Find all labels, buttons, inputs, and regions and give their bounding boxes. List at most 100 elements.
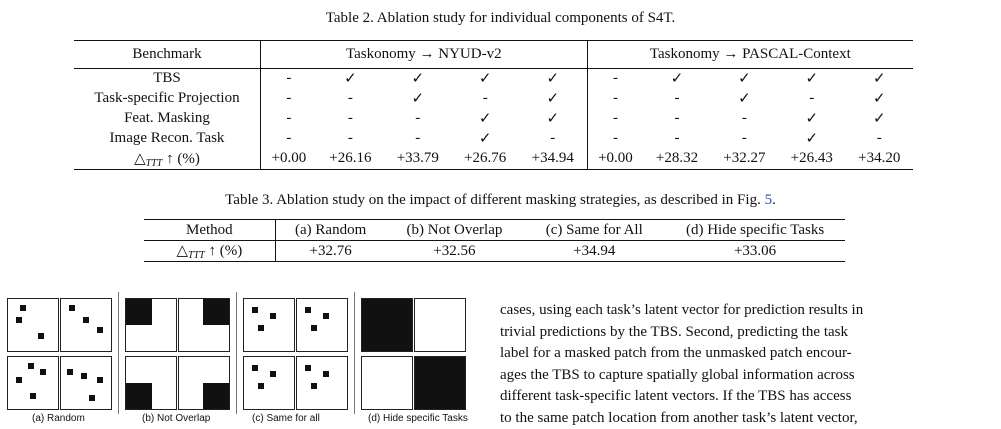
mask-cell [296, 356, 348, 410]
table2-cell: ✓ [478, 71, 492, 88]
table2-cell: ✓ [872, 91, 886, 107]
mask-cell [414, 298, 466, 352]
header-not-overlap: (b) Not Overlap [385, 219, 524, 241]
benchmark-header: Benchmark [74, 40, 261, 69]
table2-cell: - [674, 110, 680, 126]
table2-cell: - [347, 90, 353, 106]
delta-symbol: △ [134, 150, 146, 167]
table2-cell: - [286, 110, 292, 126]
table2-cell: ✓ [805, 71, 819, 88]
table2-metric-row: △TTT ↑ (%) +0.00 +26.16 +33.79 +26.76 +34.94 +… [74, 148, 913, 170]
table2-cell: - [612, 70, 618, 87]
table2-cell: ✓ [670, 71, 684, 88]
table3: Method (a) Random (b) Not Overlap (c) Sa… [144, 219, 845, 262]
table2-cell: ✓ [478, 131, 492, 147]
group1-header: Taskonomy → NYUD-v2 [260, 40, 588, 69]
mask-cell [414, 356, 466, 410]
body-line: different task-specific latent vectors. … [500, 388, 852, 404]
table2-cell: ✓ [518, 88, 588, 109]
table2-cell: - [286, 130, 292, 146]
mask-cell [361, 356, 413, 410]
figure-ref-link[interactable]: 5 [764, 192, 773, 208]
mask-cell [125, 356, 177, 410]
mask-cell [7, 298, 59, 352]
table2-cell: ✓ [478, 111, 492, 127]
table2-cell: - [612, 130, 618, 146]
figure5: (a) Random (b) Not Overlap (c) Same for … [0, 292, 482, 429]
metric-suffix: ↑ (%) [204, 243, 243, 259]
table2-cell: ✓ [518, 108, 588, 129]
table2-cell: ✓ [411, 91, 425, 107]
metric-cell: +0.00 [587, 148, 644, 170]
header-hide-specific: (d) Hide specific Tasks [665, 219, 845, 241]
table2-cell: - [741, 130, 747, 146]
table2-cell: - [612, 110, 618, 126]
table3-caption-end: . [772, 192, 776, 208]
table2-cell: ✓ [738, 71, 751, 88]
row-label: Image Recon. Task [74, 128, 261, 149]
table2-cell: ✓ [738, 91, 751, 107]
table2-row: Task-specific Projection - - ✓ - ✓ - - ✓ - ✓ [74, 88, 913, 109]
metric-suffix: ↑ (%) [162, 150, 200, 167]
table2-cell: - [415, 110, 421, 126]
body-line: cases, using each task’s latent vector f… [500, 302, 864, 318]
label-same-for-all: (c) Same for all [252, 413, 320, 424]
table2-cell: - [674, 90, 680, 106]
metric-cell: +26.43 [778, 148, 846, 170]
table2-cell: - [286, 70, 292, 87]
body-line: label for a masked patch from the unmask… [500, 345, 852, 361]
table3-caption-text: Table 3. Ablation study on the impact of… [225, 192, 765, 208]
table2-row: Feat. Masking - - - ✓ ✓ - - - ✓ ✓ [74, 108, 913, 129]
table2-cell: - [415, 130, 421, 146]
label-not-overlap: (b) Not Overlap [142, 413, 211, 424]
mask-cell [243, 298, 295, 352]
table2-row: Image Recon. Task - - - ✓ - - - - ✓ - [74, 128, 913, 149]
metric-cell: +32.76 [275, 240, 386, 262]
label-hide-specific-tasks: (d) Hide specific Tasks [368, 413, 468, 424]
table2-cell: - [674, 130, 680, 146]
table2-cell: ✓ [805, 131, 819, 147]
row-label: Task-specific Projection [74, 88, 261, 109]
table2-cell: - [518, 128, 588, 149]
metric-cell: +28.32 [643, 148, 711, 170]
mask-cell [60, 298, 112, 352]
mask-cell [178, 356, 230, 410]
method-header: Method [144, 219, 276, 241]
table2-cell: - [612, 90, 618, 106]
mask-cell [7, 356, 59, 410]
table2-cell: ✓ [518, 68, 588, 89]
table3-caption: Table 3. Ablation study on the impact of… [0, 192, 1001, 209]
metric-cell: +34.94 [518, 148, 588, 170]
body-line: ages the TBS to capture spatially global… [500, 366, 855, 383]
table2-cell: - [347, 130, 353, 146]
metric-cell: +32.56 [385, 240, 524, 262]
table2-cell: - [809, 90, 815, 106]
mask-cell [125, 298, 177, 352]
table2-cell: - [876, 130, 882, 146]
table3-header-row: Method (a) Random (b) Not Overlap (c) Sa… [144, 219, 845, 241]
metric-cell: +33.79 [384, 148, 452, 170]
table2-cell: - [482, 90, 488, 106]
metric-cell: +26.76 [451, 148, 519, 170]
label-random: (a) Random [32, 413, 85, 424]
mask-cell [361, 298, 413, 352]
row-label: Feat. Masking [74, 108, 261, 129]
table3-metric-label: △TTT ↑ (%) [144, 240, 276, 262]
group2-header: Taskonomy → PASCAL-Context [587, 40, 913, 69]
metric-label: △TTT ↑ (%) [74, 148, 261, 170]
metric-cell: +34.20 [845, 148, 913, 170]
row-label: TBS [74, 68, 261, 89]
table2: Benchmark Taskonomy → NYUD-v2 Taskonomy … [74, 40, 913, 170]
table2-cell: ✓ [872, 71, 886, 88]
table2-row: TBS - ✓ ✓ ✓ ✓ - ✓ ✓ ✓ ✓ [74, 68, 913, 89]
metric-subscript: TTT [145, 157, 163, 169]
table2-header-row: Benchmark Taskonomy → NYUD-v2 Taskonomy … [74, 40, 913, 69]
table2-cell: ✓ [411, 71, 425, 88]
table2-cell: ✓ [344, 71, 357, 88]
metric-cell: +0.00 [260, 148, 317, 170]
table2-caption: Table 2. Ablation study for individual c… [325, 10, 676, 26]
table3-metric-row: △TTT ↑ (%) +32.76 +32.56 +34.94 +33.06 [144, 240, 845, 262]
metric-cell: +32.27 [710, 148, 779, 170]
table2-cell: ✓ [805, 111, 819, 127]
metric-cell: +34.94 [523, 240, 666, 262]
